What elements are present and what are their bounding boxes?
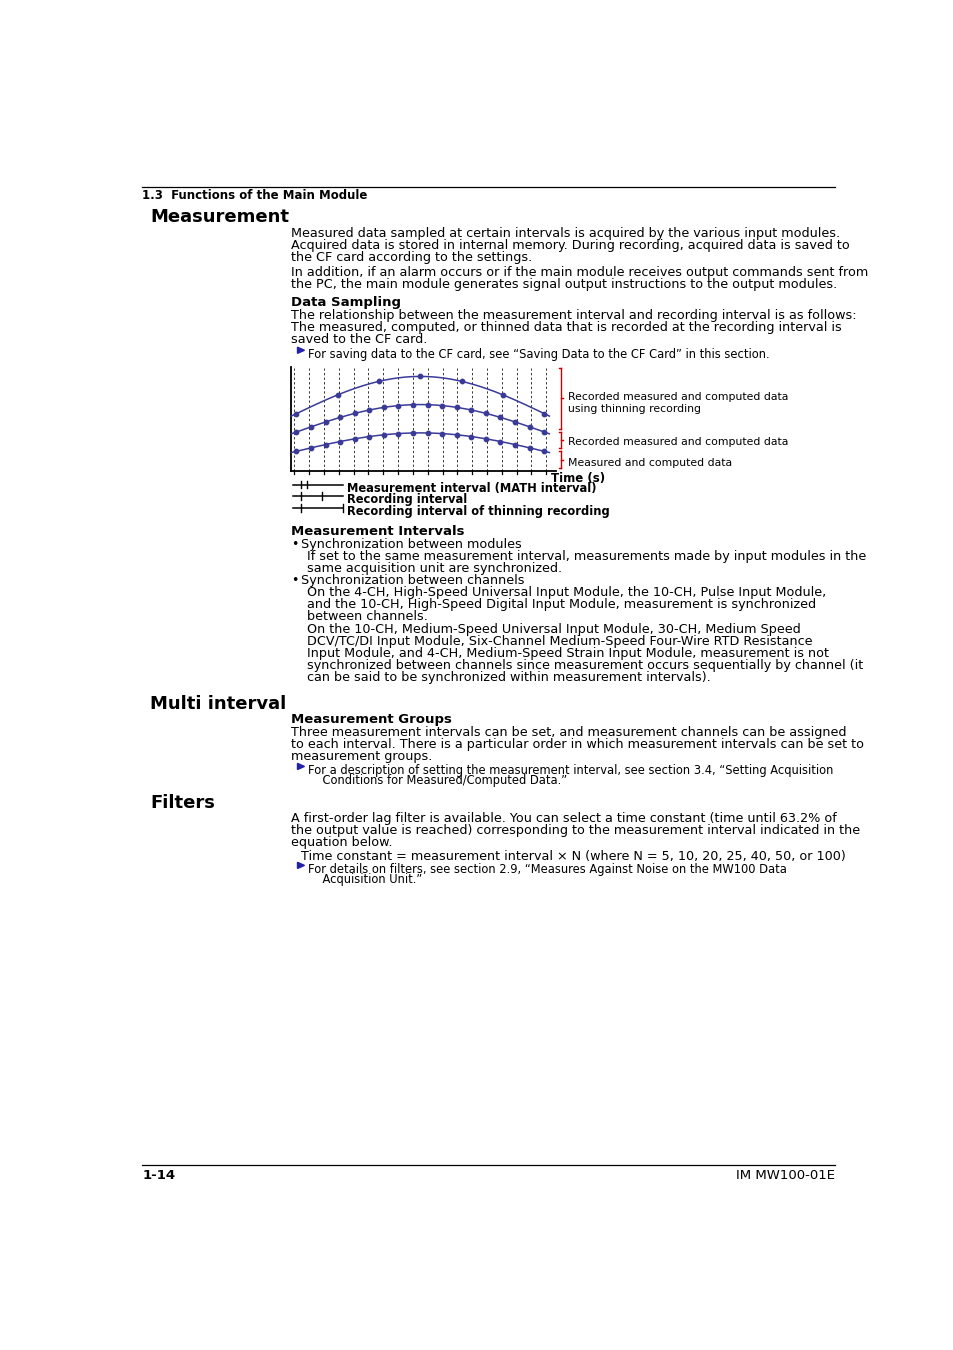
Point — [507, 433, 522, 455]
Text: On the 4-CH, High-Speed Universal Input Module, the 10-CH, Pulse Input Module,: On the 4-CH, High-Speed Universal Input … — [307, 586, 825, 599]
Text: Conditions for Measured/Computed Data.”: Conditions for Measured/Computed Data.” — [307, 774, 566, 787]
Text: If set to the same measurement interval, measurements made by input modules in t: If set to the same measurement interval,… — [307, 549, 865, 563]
Text: Multi interval: Multi interval — [150, 695, 286, 713]
Point — [477, 428, 493, 450]
Point — [391, 394, 406, 416]
Point — [361, 425, 376, 447]
Text: Acquisition Unit.”: Acquisition Unit.” — [307, 873, 421, 886]
Text: On the 10-CH, Medium-Speed Universal Input Module, 30-CH, Medium Speed: On the 10-CH, Medium-Speed Universal Inp… — [307, 624, 800, 636]
Text: the CF card according to the settings.: the CF card according to the settings. — [291, 251, 532, 263]
Point — [303, 437, 318, 459]
Point — [405, 423, 420, 444]
Text: measurement groups.: measurement groups. — [291, 749, 433, 763]
Text: Recorded measured and computed data
using thinning recording: Recorded measured and computed data usin… — [567, 392, 787, 413]
Point — [449, 397, 464, 418]
Point — [375, 397, 391, 418]
Text: Measured and computed data: Measured and computed data — [567, 458, 731, 467]
Point — [521, 416, 537, 437]
Point — [495, 383, 510, 405]
Text: The relationship between the measurement interval and recording interval is as f: The relationship between the measurement… — [291, 309, 856, 323]
Text: Measurement Intervals: Measurement Intervals — [291, 525, 464, 537]
Point — [536, 421, 551, 443]
Text: Input Module, and 4-CH, Medium-Speed Strain Input Module, measurement is not: Input Module, and 4-CH, Medium-Speed Str… — [307, 647, 828, 660]
Point — [361, 400, 376, 421]
Point — [536, 402, 551, 424]
Point — [317, 433, 333, 455]
Text: equation below.: equation below. — [291, 836, 393, 849]
Point — [289, 440, 304, 462]
Point — [303, 416, 318, 437]
Text: Recording interval of thinning recording: Recording interval of thinning recording — [347, 505, 609, 517]
Polygon shape — [297, 863, 304, 868]
Point — [289, 402, 304, 424]
Text: Synchronization between modules: Synchronization between modules — [301, 539, 521, 551]
Text: 1-14: 1-14 — [142, 1169, 175, 1183]
Point — [521, 437, 537, 459]
Polygon shape — [297, 763, 304, 769]
Text: Three measurement intervals can be set, and measurement channels can be assigned: Three measurement intervals can be set, … — [291, 726, 846, 738]
Text: Measured data sampled at certain intervals is acquired by the various input modu: Measured data sampled at certain interva… — [291, 227, 840, 240]
Polygon shape — [297, 347, 304, 354]
Text: Measurement: Measurement — [150, 208, 289, 227]
Text: can be said to be synchronized within measurement intervals).: can be said to be synchronized within me… — [307, 671, 710, 684]
Point — [493, 431, 508, 452]
Point — [419, 423, 435, 444]
Text: Time (s): Time (s) — [550, 472, 604, 485]
Point — [289, 421, 304, 443]
Point — [507, 412, 522, 433]
Point — [330, 383, 345, 405]
Text: The measured, computed, or thinned data that is recorded at the recording interv: The measured, computed, or thinned data … — [291, 321, 841, 333]
Text: and the 10-CH, High-Speed Digital Input Module, measurement is synchronized: and the 10-CH, High-Speed Digital Input … — [307, 598, 815, 610]
Point — [413, 366, 428, 387]
Point — [371, 370, 386, 392]
Text: For a description of setting the measurement interval, see section 3.4, “Setting: For a description of setting the measure… — [307, 764, 832, 778]
Text: For saving data to the CF card, see “Saving Data to the CF Card” in this section: For saving data to the CF card, see “Sav… — [307, 348, 768, 360]
Point — [347, 402, 362, 424]
Text: between channels.: between channels. — [307, 610, 427, 622]
Point — [463, 425, 478, 447]
Text: Data Sampling: Data Sampling — [291, 296, 401, 309]
Point — [333, 431, 348, 452]
Text: 1.3  Functions of the Main Module: 1.3 Functions of the Main Module — [142, 189, 368, 202]
Text: same acquisition unit are synchronized.: same acquisition unit are synchronized. — [307, 562, 561, 575]
Text: Filters: Filters — [150, 794, 214, 813]
Point — [333, 406, 348, 428]
Text: •: • — [291, 574, 298, 587]
Point — [435, 423, 450, 444]
Text: Time constant = measurement interval × N (where N = 5, 10, 20, 25, 40, 50, or 10: Time constant = measurement interval × N… — [300, 849, 844, 863]
Point — [419, 394, 435, 416]
Point — [493, 406, 508, 428]
Point — [449, 424, 464, 446]
Text: Recorded measured and computed data: Recorded measured and computed data — [567, 437, 787, 447]
Text: Synchronization between channels: Synchronization between channels — [301, 574, 524, 587]
Text: For details on filters, see section 2.9, “Measures Against Noise on the MW100 Da: For details on filters, see section 2.9,… — [307, 863, 785, 876]
Text: •: • — [291, 539, 298, 551]
Text: the output value is reached) corresponding to the measurement interval indicated: the output value is reached) correspondi… — [291, 825, 860, 837]
Text: Acquired data is stored in internal memory. During recording, acquired data is s: Acquired data is stored in internal memo… — [291, 239, 849, 251]
Point — [375, 424, 391, 446]
Text: the PC, the main module generates signal output instructions to the output modul: the PC, the main module generates signal… — [291, 278, 837, 290]
Point — [391, 423, 406, 444]
Point — [405, 394, 420, 416]
Text: A first-order lag filter is available. You can select a time constant (time unti: A first-order lag filter is available. Y… — [291, 813, 836, 825]
Text: Recording interval: Recording interval — [347, 493, 467, 506]
Text: Measurement interval (MATH interval): Measurement interval (MATH interval) — [347, 482, 596, 494]
Point — [463, 400, 478, 421]
Text: Measurement Groups: Measurement Groups — [291, 713, 452, 726]
Text: to each interval. There is a particular order in which measurement intervals can: to each interval. There is a particular … — [291, 738, 863, 751]
Point — [317, 412, 333, 433]
Point — [435, 394, 450, 416]
Text: In addition, if an alarm occurs or if the main module receives output commands s: In addition, if an alarm occurs or if th… — [291, 266, 867, 278]
Point — [454, 370, 469, 392]
Point — [536, 440, 551, 462]
Point — [347, 428, 362, 450]
Text: DCV/TC/DI Input Module, Six-Channel Medium-Speed Four-Wire RTD Resistance: DCV/TC/DI Input Module, Six-Channel Medi… — [307, 634, 811, 648]
Text: synchronized between channels since measurement occurs sequentially by channel (: synchronized between channels since meas… — [307, 659, 862, 672]
Text: saved to the CF card.: saved to the CF card. — [291, 333, 427, 346]
Text: IM MW100-01E: IM MW100-01E — [736, 1169, 835, 1183]
Point — [477, 402, 493, 424]
